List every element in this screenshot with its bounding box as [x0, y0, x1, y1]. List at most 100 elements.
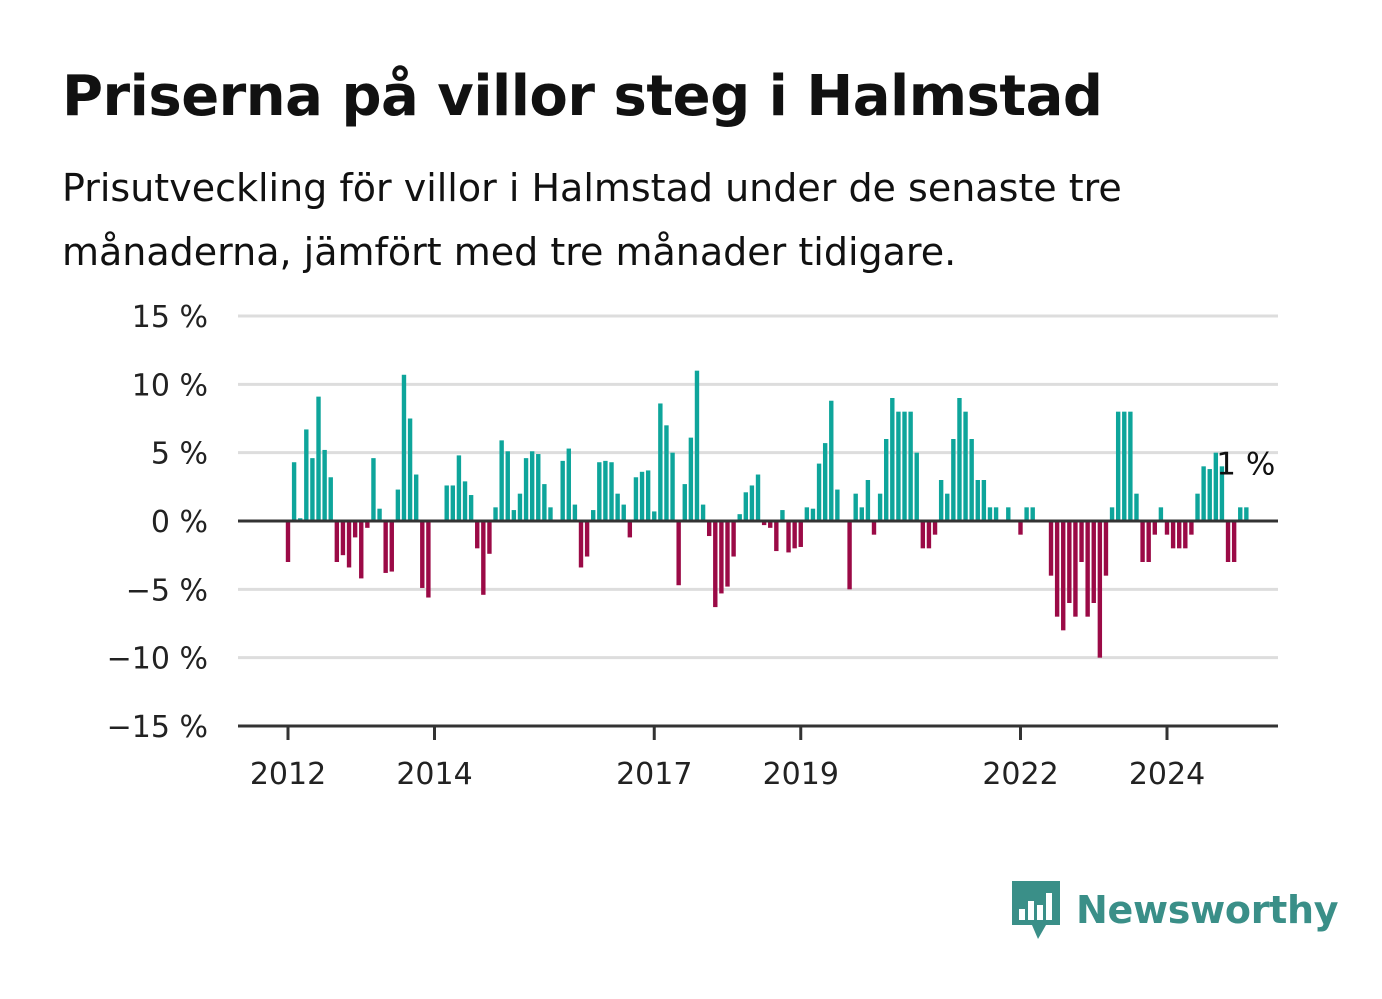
bar-positive	[548, 507, 553, 521]
bar-negative	[340, 521, 346, 556]
bar-positive	[975, 480, 980, 521]
x-tick-label: 2024	[1129, 757, 1205, 792]
bar-positive	[877, 493, 883, 521]
bar-positive	[1024, 507, 1029, 521]
bar-positive	[963, 411, 968, 521]
bar-positive	[371, 458, 376, 521]
bar-negative	[1079, 521, 1084, 562]
bar-negative	[798, 521, 803, 547]
bar-positive	[822, 443, 828, 521]
bar-positive	[749, 485, 755, 521]
bar-positive	[938, 480, 944, 521]
bar-negative	[389, 521, 394, 572]
bar-positive	[1244, 507, 1249, 521]
bar-negative	[1054, 521, 1060, 617]
bar-negative	[725, 521, 730, 587]
bar-negative	[1170, 521, 1176, 549]
bar-positive	[816, 463, 822, 521]
bar-positive	[517, 493, 523, 521]
bar-positive	[1128, 411, 1133, 521]
bar-negative	[731, 521, 736, 557]
bar-positive	[969, 439, 974, 521]
bar-positive	[310, 458, 315, 521]
bar-negative	[768, 521, 773, 528]
bar-negative	[719, 521, 724, 594]
bar-positive	[1238, 507, 1243, 521]
bar-positive	[322, 449, 327, 521]
bar-negative	[487, 521, 492, 554]
bar-positive	[945, 493, 950, 521]
bar-negative	[1231, 521, 1237, 562]
bar-positive	[658, 403, 663, 521]
y-tick-label: 5 %	[151, 437, 208, 472]
bar-positive	[621, 504, 626, 521]
bar-positive	[395, 489, 401, 521]
bar-positive	[890, 398, 895, 521]
bar-positive	[1207, 469, 1212, 521]
x-tick-label: 2014	[396, 757, 472, 792]
bar-positive	[804, 507, 810, 521]
bar-negative	[346, 521, 352, 568]
bar-negative	[365, 521, 370, 528]
bar-negative	[285, 521, 291, 562]
bar-negative	[584, 521, 590, 557]
bar-positive	[896, 411, 901, 521]
bar-positive	[591, 510, 596, 521]
bar-positive	[523, 458, 529, 521]
bar-negative	[578, 521, 584, 568]
bar-negative	[481, 521, 486, 595]
tick-labels: 15 % 10 % 5 % 0 % −5 % −10 % −15 % 2012 2014 2017…	[107, 300, 1276, 792]
bar-positive	[401, 374, 407, 521]
bar-positive	[859, 507, 864, 521]
bar-positive	[615, 493, 620, 521]
bar-positive	[981, 480, 987, 521]
bar-negative	[383, 521, 388, 573]
bar-negative	[706, 521, 712, 537]
bar-positive	[597, 462, 602, 521]
x-tick-label: 2022	[982, 757, 1058, 792]
y-tick-label: 10 %	[132, 368, 208, 403]
bar-negative	[1140, 521, 1145, 562]
bar-positive	[865, 480, 871, 521]
bar-positive	[993, 507, 999, 521]
bar-negative	[676, 521, 681, 586]
bar-positive	[1115, 411, 1121, 521]
bar-positive	[505, 451, 510, 521]
bar-positive	[468, 495, 474, 521]
bar-positive	[1201, 466, 1206, 521]
bars	[285, 370, 1249, 658]
bar-positive	[914, 452, 919, 521]
y-tick-label: −10 %	[107, 642, 208, 677]
y-tick-label: 0 %	[151, 505, 208, 540]
bar-negative	[1152, 521, 1157, 535]
bar-positive	[1109, 507, 1115, 521]
bar-negative	[792, 521, 797, 549]
bar-positive	[810, 508, 816, 521]
bar-positive	[688, 437, 694, 521]
bar-positive	[1158, 507, 1164, 521]
bar-negative	[627, 521, 633, 538]
bar-positive	[694, 370, 700, 521]
bar-negative	[761, 521, 767, 526]
bar-negative	[920, 521, 926, 549]
bar-positive	[536, 454, 541, 521]
bar-positive	[700, 504, 706, 521]
bar-negative	[426, 521, 431, 598]
bar-positive	[1134, 493, 1139, 521]
bar-positive	[951, 439, 956, 521]
bar-positive	[1195, 493, 1200, 521]
bar-negative	[1103, 521, 1109, 576]
bar-negative	[1018, 521, 1023, 535]
bar-positive	[743, 492, 749, 521]
x-tick-label: 2012	[250, 757, 326, 792]
bar-positive	[499, 440, 504, 521]
bar-positive	[1030, 507, 1035, 521]
bar-positive	[682, 484, 687, 521]
brand-name: Newsworthy	[1076, 888, 1339, 932]
bar-positive	[835, 489, 840, 521]
axes	[238, 519, 1278, 740]
bar-negative	[713, 521, 718, 608]
bar-positive	[957, 398, 962, 521]
bar-negative	[334, 521, 340, 562]
bar-negative	[1189, 521, 1194, 535]
